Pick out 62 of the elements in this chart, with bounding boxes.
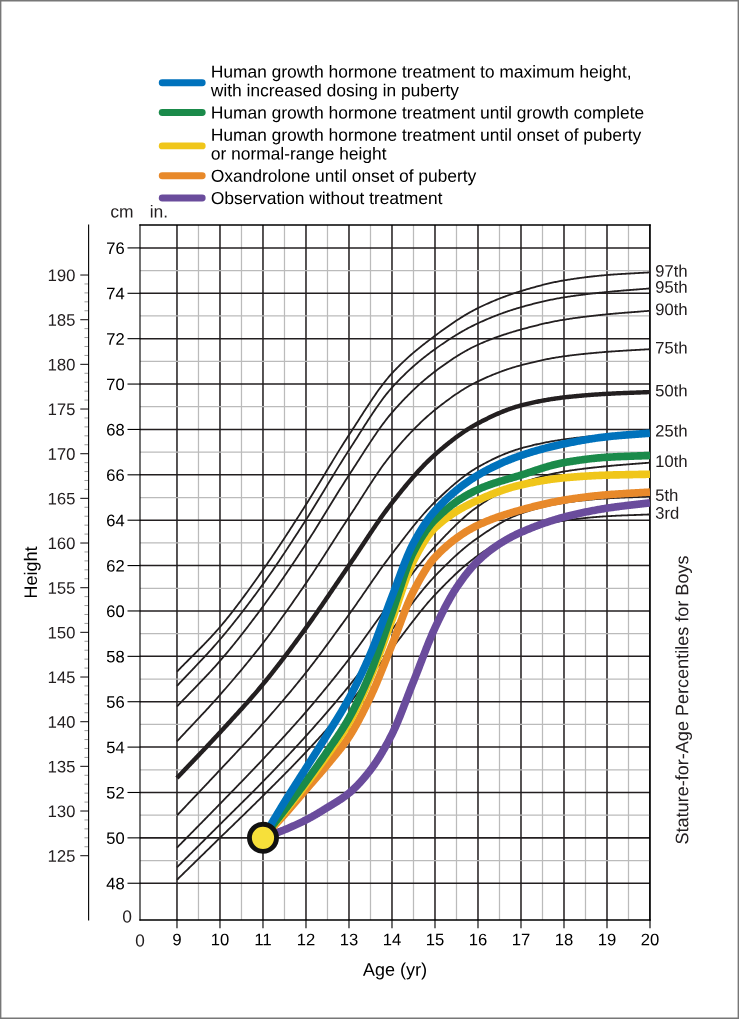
x-axis-title: Age (yr) bbox=[362, 962, 426, 980]
y2-tick-label: 62 bbox=[107, 559, 124, 572]
text: 0 bbox=[122, 910, 132, 923]
y2-tick-label: 64 bbox=[107, 514, 125, 527]
y-tick-label: 135 bbox=[48, 760, 75, 773]
y-axis-title: Height bbox=[23, 546, 41, 598]
x-tick-label: 13 bbox=[340, 933, 358, 946]
text: Stature-for-Age Percentiles for Boys bbox=[675, 556, 692, 844]
y2-tick-label: 58 bbox=[106, 650, 124, 663]
y2-tick-label: 60 bbox=[107, 605, 125, 618]
series-label: 75th bbox=[656, 341, 687, 354]
x-tick-label: 11 bbox=[255, 933, 271, 946]
y-tick-label: 185 bbox=[48, 314, 75, 326]
y2-tick-label: 66 bbox=[107, 469, 124, 482]
y-tick-label: 165 bbox=[48, 492, 75, 505]
x-tick-label: 12 bbox=[297, 933, 315, 946]
x-tick-label: 16 bbox=[470, 933, 487, 946]
y2-tick-label: 76 bbox=[107, 242, 124, 255]
series-label: 97th bbox=[655, 264, 687, 277]
series-label: 3rd bbox=[655, 506, 679, 519]
x-tick-label: 10 bbox=[211, 933, 229, 946]
x-tick-label: 18 bbox=[556, 933, 573, 946]
legend-label: Human growth hormone treatment to maximum height, with increased dosing in puberty bbox=[210, 65, 631, 100]
series-label: 90th bbox=[655, 302, 687, 316]
y2-tick-label: 54 bbox=[106, 741, 125, 754]
series-label: 10th bbox=[656, 454, 687, 468]
y-tick-label: 145 bbox=[48, 671, 75, 684]
y2-tick-label: 74 bbox=[107, 287, 125, 300]
y-tick-label: 160 bbox=[48, 537, 75, 550]
legend-label: Oxandrolone until onset of puberty bbox=[211, 169, 477, 186]
y2-tick-label: 48 bbox=[106, 877, 124, 890]
y-tick-label: 130 bbox=[48, 805, 75, 818]
y-tick-label: 190 bbox=[48, 269, 75, 282]
text: 0 bbox=[135, 934, 145, 947]
text: in. bbox=[150, 204, 167, 218]
text: cm bbox=[111, 208, 133, 218]
x-tick-label: 9 bbox=[173, 933, 181, 946]
y2-tick-label: 50 bbox=[106, 832, 125, 845]
y2-tick-label: 68 bbox=[107, 423, 124, 436]
y2-tick-label: 56 bbox=[106, 696, 124, 708]
x-tick-label: 20 bbox=[641, 933, 659, 946]
y-tick-label: 170 bbox=[48, 448, 75, 460]
y-tick-label: 175 bbox=[48, 403, 75, 416]
y-tick-label: 140 bbox=[48, 716, 75, 728]
x-tick-label: 14 bbox=[383, 933, 401, 946]
y-tick-label: 125 bbox=[48, 850, 75, 862]
x-tick-label: 19 bbox=[599, 933, 616, 946]
series-label: 50th bbox=[655, 384, 687, 397]
legend-label: Human growth hormone treatment until onset of puberty or normal-range height bbox=[211, 128, 642, 164]
series-label: 95th bbox=[655, 280, 687, 293]
x-tick-label: 15 bbox=[426, 933, 444, 946]
legend-label: Human growth hormone treatment until growth complete bbox=[212, 105, 644, 123]
x-tick-label: 17 bbox=[513, 933, 530, 946]
y-tick-label: 180 bbox=[48, 358, 75, 371]
series-label: 5th bbox=[655, 488, 678, 502]
y2-tick-label: 70 bbox=[107, 378, 125, 391]
legend-label: Observation without treatment bbox=[211, 191, 443, 205]
y-tick-label: 150 bbox=[48, 626, 75, 639]
y-tick-label: 155 bbox=[48, 582, 75, 594]
series-label: 25th bbox=[656, 424, 687, 437]
y2-tick-label: 72 bbox=[107, 333, 124, 345]
y2-tick-label: 52 bbox=[106, 786, 124, 799]
